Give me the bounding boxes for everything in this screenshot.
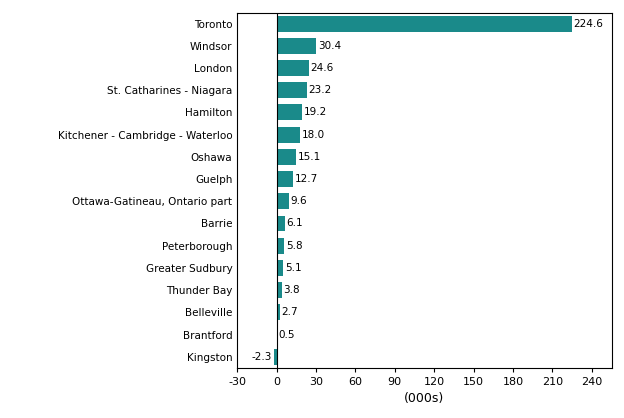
Text: 15.1: 15.1: [298, 152, 321, 162]
Text: 0.5: 0.5: [279, 329, 295, 339]
Text: 5.1: 5.1: [285, 263, 301, 273]
Bar: [276, 60, 309, 76]
Text: 24.6: 24.6: [310, 63, 334, 73]
Bar: [276, 149, 296, 165]
X-axis label: (000s): (000s): [404, 393, 444, 405]
Bar: [276, 171, 293, 187]
Text: 224.6: 224.6: [573, 19, 603, 29]
Bar: [276, 304, 280, 320]
Text: 30.4: 30.4: [318, 41, 341, 51]
Bar: [276, 238, 284, 254]
Text: -2.3: -2.3: [251, 352, 272, 362]
Text: 18.0: 18.0: [302, 130, 325, 140]
Bar: [276, 104, 302, 120]
Text: 2.7: 2.7: [281, 307, 298, 317]
Bar: [276, 193, 289, 209]
Bar: [276, 326, 277, 342]
Bar: [276, 38, 316, 54]
Bar: [276, 15, 572, 32]
Text: 5.8: 5.8: [286, 241, 303, 251]
Text: 6.1: 6.1: [286, 219, 303, 229]
Bar: [276, 82, 307, 98]
Text: 9.6: 9.6: [291, 196, 308, 206]
Bar: [276, 260, 283, 276]
Text: 3.8: 3.8: [283, 285, 300, 295]
Bar: [276, 282, 281, 298]
Bar: [276, 127, 300, 143]
Text: 23.2: 23.2: [309, 85, 332, 95]
Text: 12.7: 12.7: [295, 174, 318, 184]
Bar: [276, 216, 285, 232]
Text: 19.2: 19.2: [303, 107, 326, 117]
Bar: [273, 349, 276, 365]
